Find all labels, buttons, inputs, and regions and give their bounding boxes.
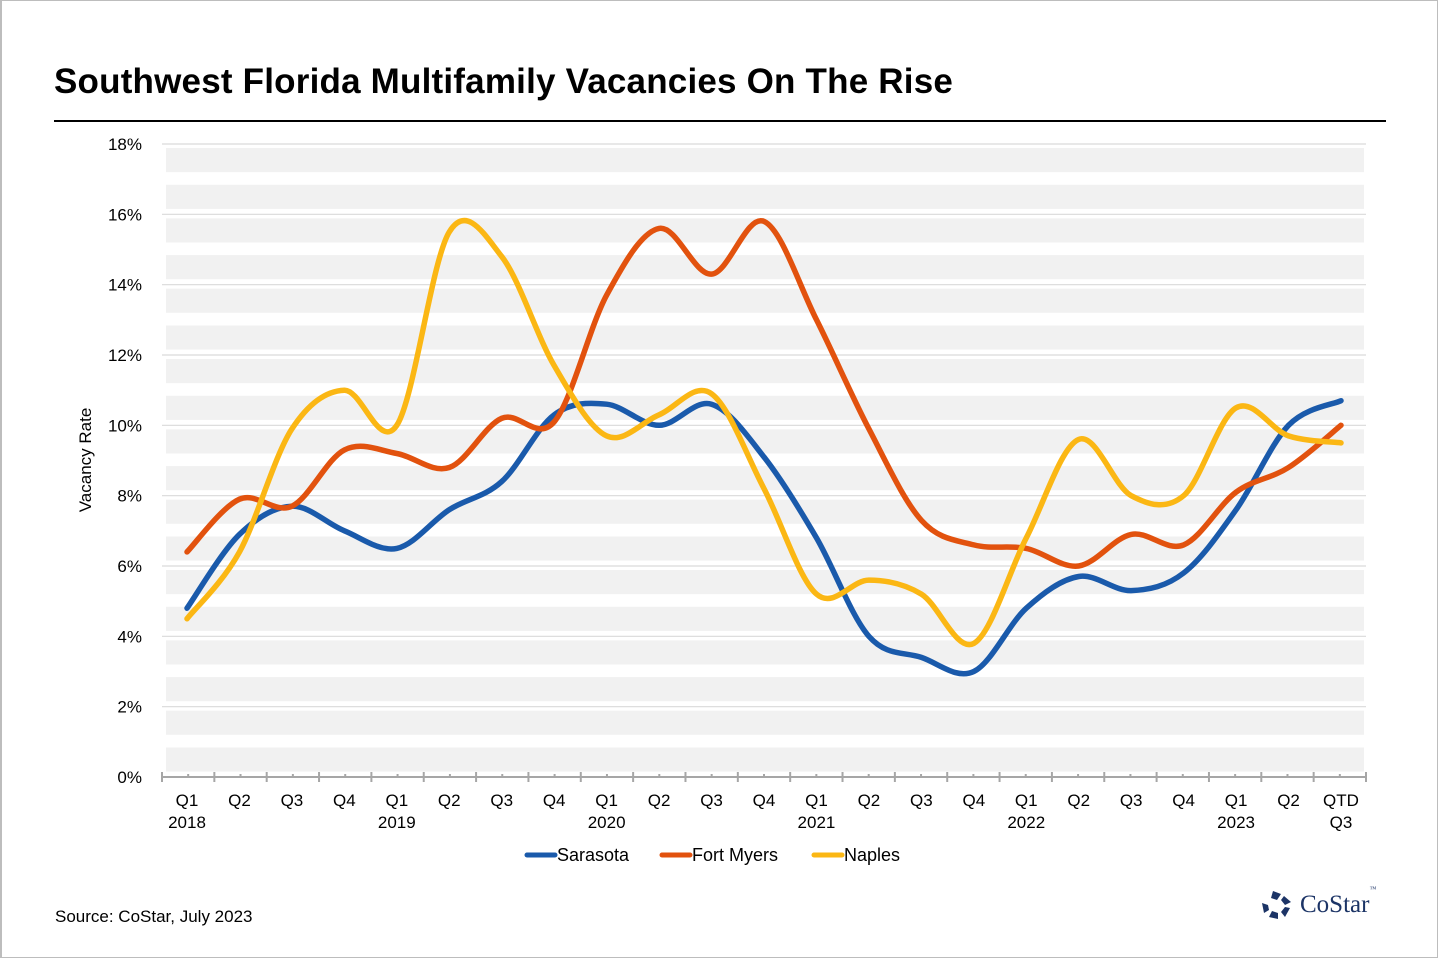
- source-note: Source: CoStar, July 2023: [55, 907, 253, 926]
- x-tick-label: Q4: [1172, 791, 1195, 810]
- x-tick-year-label: 2018: [168, 813, 206, 832]
- x-tick-label: Q3: [700, 791, 723, 810]
- x-tick-label: Q1: [1015, 791, 1038, 810]
- grid-band: [166, 710, 1364, 735]
- x-axis: [161, 772, 1367, 782]
- x-tick-label: Q2: [438, 791, 461, 810]
- grid-band: [166, 640, 1364, 665]
- x-tick-label: Q2: [1277, 791, 1300, 810]
- legend: Sarasota Fort Myers Naples: [524, 845, 900, 865]
- x-tick-label: Q3: [1120, 791, 1143, 810]
- y-axis-label: Vacancy Rate: [76, 408, 95, 513]
- background-bands: [166, 148, 1364, 772]
- x-tick-label: QTD: [1323, 791, 1359, 810]
- title-divider: [54, 120, 1386, 122]
- legend-item-sarasota: Sarasota: [524, 845, 630, 865]
- x-tick-year-label: Q3: [1330, 813, 1353, 832]
- y-tick-label: 18%: [108, 135, 142, 154]
- grid-band: [166, 747, 1364, 772]
- x-tick-year-label: 2021: [798, 813, 836, 832]
- x-tick-label: Q3: [910, 791, 933, 810]
- y-axis-ticks: 0% 2% 4% 6% 8% 10% 12% 14% 16% 18%: [108, 135, 142, 787]
- grid-band: [166, 148, 1364, 173]
- x-tick-year-label: 2022: [1007, 813, 1045, 832]
- grid-band: [166, 288, 1364, 313]
- series-lines: [184, 217, 1344, 677]
- grid-band: [166, 677, 1364, 702]
- x-tick-label: Q1: [1225, 791, 1248, 810]
- x-tick-label: Q4: [962, 791, 985, 810]
- grid-band: [166, 184, 1364, 209]
- chart-title: Southwest Florida Multifamily Vacancies …: [54, 62, 954, 101]
- x-tick-label: Q4: [753, 791, 776, 810]
- grid-band: [166, 606, 1364, 631]
- x-tick-label: Q1: [805, 791, 828, 810]
- legend-label: Sarasota: [557, 845, 630, 865]
- y-tick-label: 0%: [117, 768, 142, 787]
- y-tick-label: 10%: [108, 416, 142, 435]
- series-line-fort-myers: [184, 218, 1344, 569]
- y-tick-label: 6%: [117, 557, 142, 576]
- y-tick-label: 12%: [108, 346, 142, 365]
- grid-band: [166, 359, 1364, 384]
- y-tick-label: 8%: [117, 487, 142, 506]
- x-tick-year-label: 2019: [378, 813, 416, 832]
- legend-label: Naples: [844, 845, 900, 865]
- y-tick-label: 16%: [108, 205, 142, 224]
- costar-wordmark: CoStar™: [1300, 885, 1376, 919]
- x-tick-label: Q2: [858, 791, 881, 810]
- x-tick-year-label: 2020: [588, 813, 626, 832]
- x-tick-label: Q3: [281, 791, 304, 810]
- x-tick-label: Q1: [385, 791, 408, 810]
- legend-item-naples: Naples: [811, 845, 900, 865]
- grid-band: [166, 255, 1364, 280]
- x-tick-label: Q2: [1067, 791, 1090, 810]
- gridlines: [162, 143, 1366, 708]
- x-axis-tick-labels: Q1 2018 Q2 Q3 Q4 Q1 2019 Q2 Q3 Q4 Q1 2020 Q2 Q3 Q4 Q1 20…: [168, 791, 1359, 832]
- y-tick-label: 2%: [117, 698, 142, 717]
- x-tick-year-label: 2023: [1217, 813, 1255, 832]
- series-line-sarasota: [184, 397, 1344, 677]
- x-tick-label: Q1: [595, 791, 618, 810]
- grid-band: [166, 536, 1364, 561]
- logo-name: CoStar: [1300, 891, 1370, 918]
- grid-band: [166, 499, 1364, 524]
- grid-band: [166, 395, 1364, 420]
- x-tick-label: Q4: [333, 791, 356, 810]
- logo-trademark: ™: [1369, 885, 1377, 893]
- costar-star-icon: [1262, 891, 1291, 919]
- x-tick-label: Q2: [648, 791, 671, 810]
- costar-logo: CoStar™: [1260, 885, 1376, 920]
- y-tick-label: 14%: [108, 276, 142, 295]
- x-tick-label: Q2: [228, 791, 251, 810]
- x-tick-label: Q4: [543, 791, 566, 810]
- grid-band: [166, 429, 1364, 454]
- legend-label: Fort Myers: [692, 845, 778, 865]
- grid-band: [166, 325, 1364, 350]
- series-line-naples: [184, 217, 1344, 648]
- x-tick-label: Q3: [490, 791, 513, 810]
- y-tick-label: 4%: [117, 627, 142, 646]
- legend-item-fort-myers: Fort Myers: [659, 845, 778, 865]
- x-tick-label: Q1: [176, 791, 199, 810]
